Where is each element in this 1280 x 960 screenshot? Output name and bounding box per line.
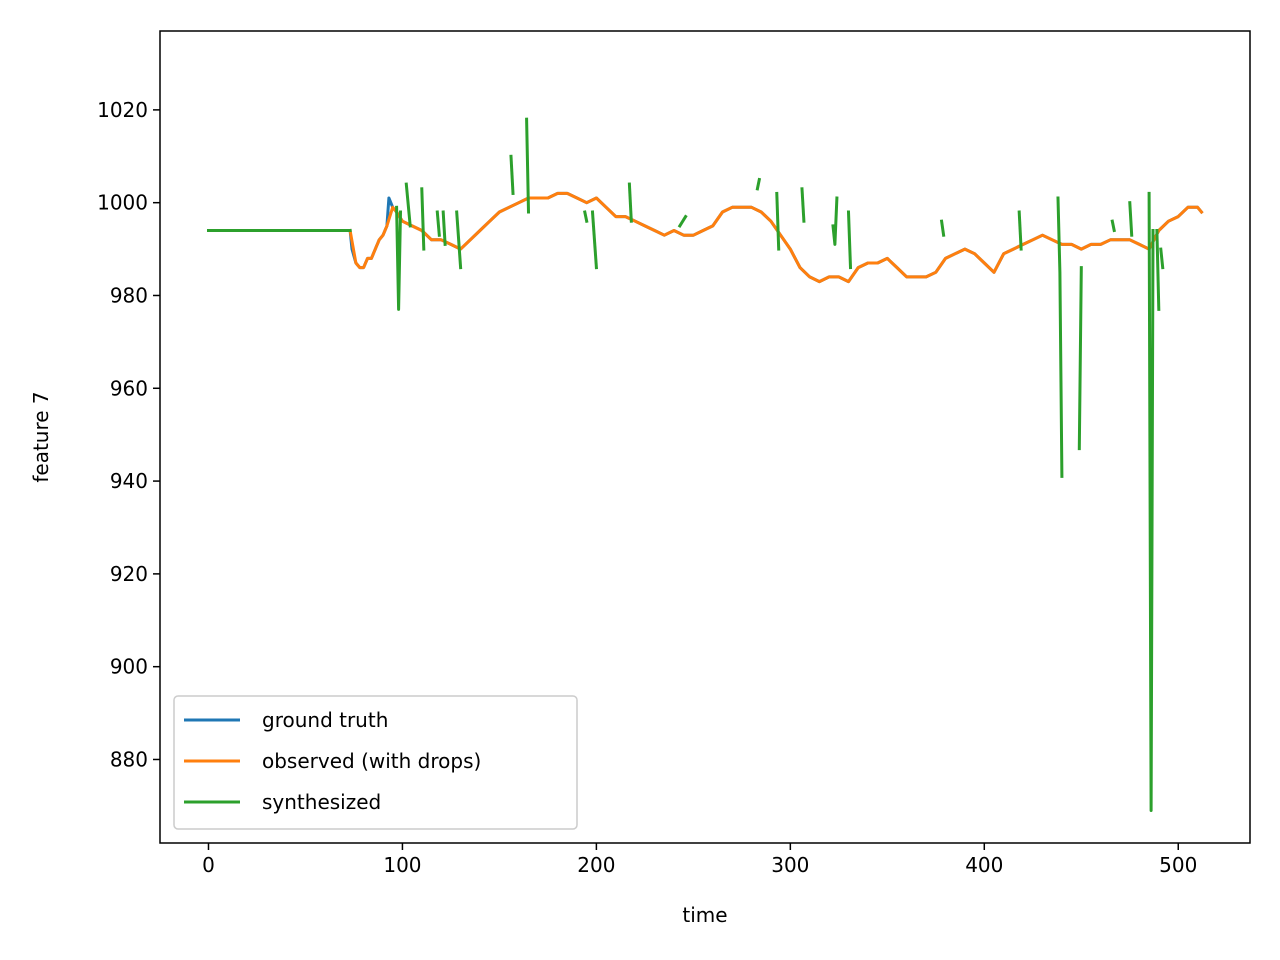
series-line [441,210,447,246]
series-line [800,187,806,223]
x-tick-label: 200 [577,853,615,877]
series-line [455,210,463,270]
series-line [1147,191,1155,812]
series-line [395,205,403,311]
series-line [846,210,853,270]
legend: ground truth observed (with drops) synthes… [173,695,578,830]
y-tick-label: 880 [110,747,148,771]
y-tick-label: 920 [110,562,148,586]
y-tick-label: 1020 [97,98,148,122]
x-tick-label: 400 [965,853,1003,877]
x-tick-label: 300 [771,853,809,877]
x-axis: 0 100 200 300 400 500 [202,843,1197,877]
series-layer [207,117,1204,812]
series-line [404,182,412,228]
x-tick-label: 0 [202,853,215,877]
series-line [590,210,599,270]
series-line [677,214,688,228]
series-line [525,117,531,214]
series-line [1155,228,1161,311]
y-tick-label: 960 [110,376,148,400]
series-line [1159,247,1165,270]
series-line [583,210,589,223]
series-line [755,177,762,191]
x-axis-title: time [682,903,727,927]
series-line [348,191,1204,284]
y-tick-label: 940 [110,469,148,493]
series-synthesized [207,117,1165,812]
legend-label: ground truth [262,708,388,732]
y-tick-label: 1000 [97,191,148,215]
legend-label: synthesized [262,790,381,814]
y-axis-title: feature 7 [29,391,53,482]
legend-label: observed (with drops) [262,749,481,773]
y-tick-label: 900 [110,655,148,679]
series-line [1077,266,1083,451]
series-line [1128,201,1134,237]
series-line [1110,219,1116,233]
y-tick-label: 980 [110,283,148,307]
legend-box [173,695,578,830]
x-tick-label: 100 [383,853,421,877]
series-line [1017,210,1023,251]
plot-frame [159,30,1251,844]
series-line [939,219,946,237]
series-line [420,187,426,251]
series-line [435,210,441,237]
series-line [509,154,515,195]
series-line [627,182,633,223]
series-line [775,191,781,251]
series-observed-with-drops [348,191,1204,284]
y-axis: 880 900 920 940 960 980 1000 1020 [97,98,160,771]
series-line [831,196,839,246]
x-tick-label: 500 [1159,853,1197,877]
series-line [1056,196,1064,478]
